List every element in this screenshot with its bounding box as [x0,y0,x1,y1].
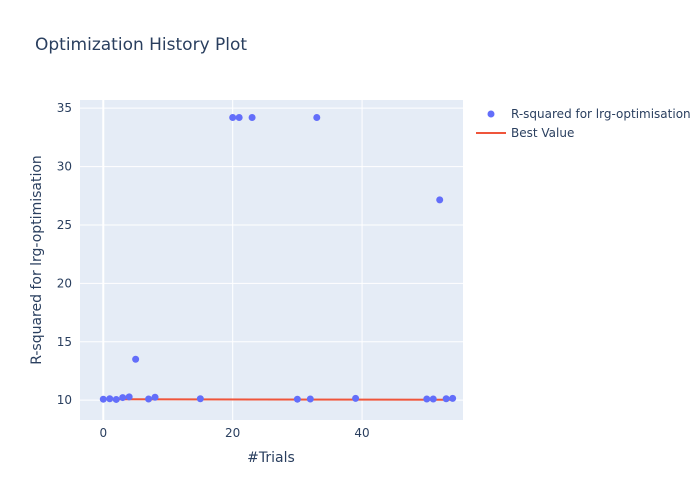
x-tick-labels: 0 20 40 [99,426,369,440]
y-tick-label: 35 [57,101,72,115]
trial-point[interactable] [449,394,457,402]
legend-label-best-value: Best Value [511,126,574,140]
trial-point[interactable] [112,395,120,403]
legend-item-best-value[interactable]: Best Value [476,126,574,140]
legend-marker-point [487,110,495,118]
y-tick-label: 10 [57,393,72,407]
trial-point[interactable] [313,114,321,122]
y-tick-label: 15 [57,335,72,349]
legend: R-squared for lrg-optimisation Best Valu… [476,107,691,140]
trial-point[interactable] [423,395,431,403]
trial-point[interactable] [106,395,114,403]
trial-point[interactable] [151,393,159,401]
gridlines [80,100,463,420]
trial-point[interactable] [293,395,301,403]
series-points [99,114,457,403]
trial-point[interactable] [132,355,140,363]
trial-point[interactable] [229,114,237,122]
y-tick-label: 30 [57,160,72,174]
x-tick-label: 40 [354,426,369,440]
trial-point[interactable] [436,196,444,204]
trial-point[interactable] [125,393,133,401]
trial-point[interactable] [196,395,204,403]
legend-label-points: R-squared for lrg-optimisation [511,107,691,121]
x-tick-label: 20 [225,426,240,440]
trial-point[interactable] [235,114,243,122]
plot-area [80,100,463,420]
y-tick-labels: 10 15 20 25 30 35 [57,101,72,407]
chart-title: Optimization History Plot [35,35,247,55]
y-tick-label: 25 [57,218,72,232]
trial-point[interactable] [429,395,437,403]
x-tick-label: 0 [99,426,107,440]
trial-point[interactable] [442,395,450,403]
y-axis-label: R-squared for lrg-optimisation [29,155,45,365]
trial-point[interactable] [119,394,127,402]
trial-point[interactable] [306,395,314,403]
trial-point[interactable] [145,395,153,403]
series-lines [103,398,453,401]
trial-point[interactable] [352,394,360,402]
best-value-line [103,398,453,401]
legend-item-points[interactable]: R-squared for lrg-optimisation [487,107,691,121]
trial-point[interactable] [248,114,256,122]
trial-point[interactable] [99,395,107,403]
x-axis-label: #Trials [247,450,295,466]
y-tick-label: 20 [57,276,72,290]
